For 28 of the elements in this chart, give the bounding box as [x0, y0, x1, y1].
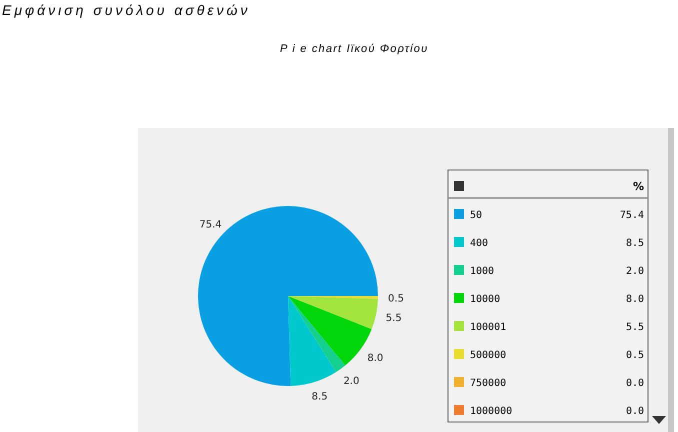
- data-label: 5.5: [386, 313, 402, 324]
- legend-label: 50: [470, 210, 482, 221]
- data-label: 8.0: [367, 353, 384, 364]
- text: 75.4: [620, 210, 644, 221]
- data-label: 0.5: [388, 294, 404, 305]
- legend-label: 400: [470, 238, 488, 249]
- text: 8.0: [626, 294, 644, 305]
- text: 5.5: [626, 322, 644, 333]
- pie-slice: [288, 296, 336, 386]
- text: 0.0: [626, 406, 644, 417]
- legend-label: 100001: [470, 322, 506, 333]
- legend-label: 500000: [470, 350, 506, 361]
- text: 2.0: [626, 266, 644, 277]
- legend-label: 10000: [470, 294, 500, 305]
- legend-title: %: [632, 180, 644, 193]
- chart-subtitle: P i e chart Ιϊκού Φορτίου: [280, 43, 428, 55]
- legend-label: 750000: [470, 378, 506, 389]
- text: 0.0: [626, 378, 644, 389]
- data-label: 2.0: [343, 376, 360, 388]
- pie-slice: [288, 296, 346, 372]
- data-label: 8.5: [312, 391, 328, 402]
- legend-label: 1000: [470, 266, 494, 277]
- text: 0.5: [626, 350, 644, 361]
- legend-label: 1000000: [470, 406, 512, 417]
- data-label: 75.4: [199, 220, 222, 231]
- chart-title: Εμφάνιση συνόλου ασθενών: [2, 2, 250, 18]
- pie-slice: [288, 296, 378, 330]
- text: 8.5: [626, 238, 644, 249]
